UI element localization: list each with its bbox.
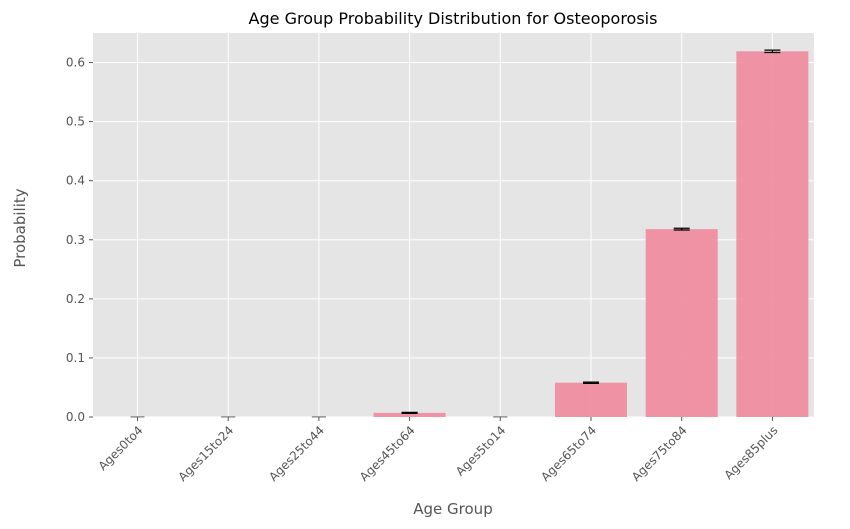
- y-tick-label: 0.5: [66, 115, 85, 129]
- bar-Ages65to74: [555, 382, 627, 417]
- x-axis-ticks: Ages0to4 Ages15to24 Ages25to44 Ages45to64 Ag…: [96, 417, 781, 484]
- x-tick-label: Ages45to64: [357, 423, 418, 484]
- y-tick-label: 0.6: [66, 56, 85, 70]
- bar-Ages85plus: [736, 51, 809, 418]
- bar-Ages45to64: [373, 412, 446, 417]
- error-bar-Ages85plus: [764, 49, 781, 54]
- y-tick-label: 0.1: [66, 351, 85, 365]
- chart-title: Age Group Probability Distribution for O…: [249, 9, 658, 28]
- x-tick-label: Ages65to74: [538, 423, 599, 484]
- bars: [373, 51, 809, 418]
- bar-Ages75to84: [645, 229, 718, 417]
- y-tick-label: 0.4: [66, 174, 85, 188]
- x-tick-label: Ages25to44: [266, 423, 327, 484]
- x-tick-label: Ages15to24: [175, 423, 236, 484]
- y-axis-ticks: 0.0 0.1 0.2 0.3 0.4 0.5 0.6: [66, 56, 93, 424]
- x-tick-label: Ages0to4: [96, 423, 146, 473]
- error-bar-Ages75to84: [673, 227, 690, 231]
- error-bar-Ages45to64: [401, 411, 418, 414]
- x-axis-label: Age Group: [413, 500, 492, 518]
- error-bar-Ages65to74: [583, 381, 599, 384]
- error-bars: [130, 49, 781, 418]
- x-tick-label: Ages85plus: [721, 423, 780, 482]
- x-tick-label: Ages75to84: [629, 423, 690, 484]
- y-tick-label: 0.3: [66, 233, 85, 247]
- x-tick-label: Ages5to14: [453, 423, 508, 478]
- y-tick-label: 0.0: [66, 410, 85, 424]
- y-axis-label: Probability: [11, 188, 29, 267]
- y-tick-label: 0.2: [66, 292, 85, 306]
